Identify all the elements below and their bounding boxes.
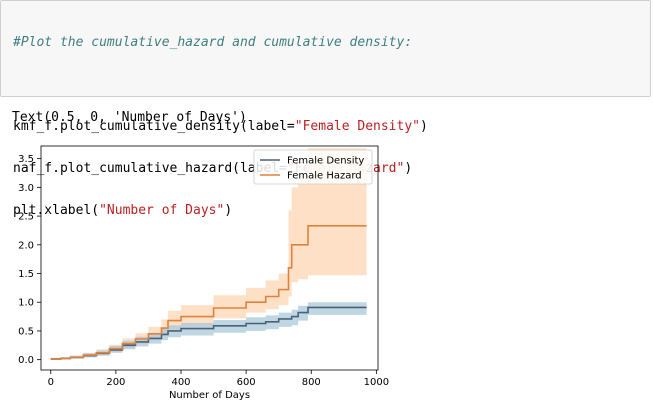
y-tick-label: 3.0 <box>18 183 34 194</box>
legend-box <box>253 149 373 185</box>
x-tick-label: 600 <box>237 377 256 388</box>
y-tick-label: 2.5 <box>18 212 34 223</box>
code-text: ) <box>404 161 413 176</box>
legend-label: Female Hazard <box>287 171 362 182</box>
x-axis-label: Number of Days <box>169 390 250 401</box>
code-text: plt.xlabel( <box>13 203 100 218</box>
code-comment: #Plot the cumulative_hazard and cumulati… <box>13 35 413 50</box>
plot-output: 0 200 400 600 800 1000 0.0 0.5 1.0 1.5 2.0 2.5 3.0 3.… <box>0 138 653 408</box>
y-tick-label: 1.0 <box>18 298 34 309</box>
output-text: Text(0.5, 0, 'Number of Days') <box>12 110 247 125</box>
code-cell[interactable]: #Plot the cumulative_hazard and cumulati… <box>0 0 651 218</box>
code-string: "Number of Days" <box>99 203 225 218</box>
cumulative-plot: 0 200 400 600 800 1000 0.0 0.5 1.0 1.5 2.0 2.5 3.0 3.… <box>18 145 389 401</box>
x-tick-label: 0 <box>48 377 54 388</box>
code-line-3: plt.xlabel("Number of Days") <box>13 204 650 218</box>
series-line <box>50 225 367 360</box>
legend-label: Female Density <box>287 156 364 167</box>
code-text: naf_f.plot_cumulative_hazard(label= <box>13 161 287 176</box>
plot-frame <box>40 145 379 371</box>
y-tick-label: 1.5 <box>18 269 34 280</box>
y-tick-label: 3.5 <box>18 154 34 165</box>
code-text: kmf_f.plot_cumulative_density(label= <box>13 119 295 134</box>
code-blank-line <box>13 78 650 92</box>
x-tick-label: 1000 <box>364 377 389 388</box>
x-tick-label: 200 <box>106 377 125 388</box>
code-string: "Female Density" <box>294 119 420 134</box>
code-text: ) <box>224 203 233 218</box>
code-line-1: kmf_f.plot_cumulative_density(label="Fem… <box>13 120 650 134</box>
y-tick-label: 2.0 <box>18 240 34 251</box>
x-tick-label: 400 <box>171 377 190 388</box>
y-tick-label: 0.0 <box>18 355 34 366</box>
code-text: ) <box>420 119 428 134</box>
x-tick-label: 800 <box>302 377 321 388</box>
y-tick-label: 0.5 <box>18 326 34 337</box>
